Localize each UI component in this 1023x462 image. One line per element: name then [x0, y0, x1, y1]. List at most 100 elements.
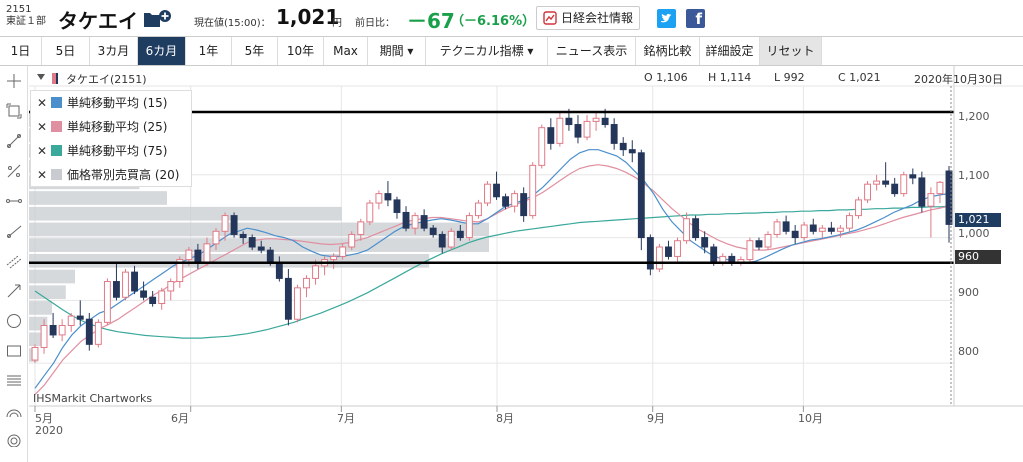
x-tick-oct: 10月 [798, 412, 823, 425]
crosshair-icon[interactable] [6, 73, 22, 89]
horizontal-segment-icon[interactable] [6, 193, 22, 209]
candle-body [538, 127, 546, 166]
candle-body [158, 290, 166, 305]
candle-body [257, 246, 265, 251]
spiral-icon[interactable] [6, 431, 22, 447]
quote-header: 2151 東証１部 タケエイ 現在値(15:00)： 1,021 円 前日比： … [0, 0, 1023, 36]
tab-5d[interactable]: 5日 [42, 37, 90, 65]
circle-icon[interactable] [6, 313, 22, 329]
detailed-settings-button[interactable]: 詳細設定 [700, 37, 760, 65]
y-tick-1200: 1,200 [958, 110, 990, 123]
twitter-bird-icon [661, 13, 672, 23]
candle-body [239, 233, 247, 239]
rectangle-icon[interactable] [6, 343, 22, 359]
candle-body [818, 227, 826, 232]
collapse-chevron-icon[interactable] [37, 74, 45, 80]
candle-body [384, 193, 392, 201]
current-price: 1,021 [276, 5, 340, 29]
sma25-swatch [51, 121, 62, 132]
candle-body [782, 221, 790, 232]
candle-body [610, 124, 618, 144]
legend-item-sma15: ✕ 単純移動平均 (15) [37, 95, 167, 111]
news-display-button[interactable]: ニュース表示 [548, 37, 636, 65]
period-dropdown[interactable]: 期間 ▾ [368, 37, 426, 65]
zoom-box-icon[interactable] [6, 103, 22, 119]
candle-body [293, 287, 301, 320]
tab-5y[interactable]: 5年 [232, 37, 278, 65]
remove-indicator-icon[interactable]: ✕ [37, 120, 48, 134]
tab-1d[interactable]: 1日 [0, 37, 42, 65]
percent-line-icon[interactable] [6, 163, 22, 179]
candle-body [493, 183, 500, 198]
tab-6m[interactable]: 6カ月 [138, 37, 186, 65]
fibonacci-icon[interactable] [6, 373, 22, 389]
candle-body [683, 218, 691, 242]
candle-body [411, 215, 419, 229]
trendline-icon[interactable] [6, 133, 22, 149]
legend-label: 単純移動平均 (15) [67, 96, 168, 110]
symbol-color-icon [52, 73, 58, 84]
candle-body [574, 124, 582, 138]
candle-body [131, 271, 138, 292]
add-portfolio-icon[interactable] [143, 9, 173, 29]
company-name: タケエイ [58, 9, 138, 33]
candle-body [348, 233, 356, 248]
candle-body [456, 230, 464, 239]
candle-body [882, 180, 890, 185]
technical-indicators-dropdown[interactable]: テクニカル指標 ▾ [426, 37, 548, 65]
sma25-line [34, 164, 950, 396]
period-tab-bar: 1日 5日 3カ月 6カ月 1年 5年 10年 Max 期間 ▾ テクニカル指標… [0, 36, 1023, 66]
candle-body [764, 233, 772, 248]
candle-body [366, 202, 374, 223]
tab-3m[interactable]: 3カ月 [90, 37, 138, 65]
ray-icon[interactable] [6, 223, 22, 239]
candle-body [692, 218, 700, 239]
legend-item-sma25: ✕ 単純移動平均 (25) [37, 119, 167, 135]
tab-max[interactable]: Max [324, 37, 368, 65]
arrow-icon[interactable] [6, 283, 22, 299]
candle-body [393, 199, 401, 213]
candle-body [927, 193, 935, 207]
legend-label: 単純移動平均 (25) [67, 120, 168, 134]
candle-body [420, 215, 428, 229]
twitter-share-icon[interactable] [657, 9, 676, 28]
x-tick-sep: 9月 [647, 412, 665, 425]
candle-body [556, 117, 564, 144]
candle-body [94, 321, 102, 345]
candle-body [592, 117, 600, 122]
line-price-tag: 960 [955, 250, 1001, 264]
candle-body [221, 215, 229, 232]
candle-body [140, 290, 148, 298]
tab-10y[interactable]: 10年 [278, 37, 324, 65]
remove-indicator-icon[interactable]: ✕ [37, 96, 48, 110]
candle-body [619, 142, 627, 151]
candle-body [755, 240, 763, 248]
candle-body [565, 117, 573, 126]
candle-body [628, 149, 636, 154]
tab-1y[interactable]: 1年 [186, 37, 232, 65]
candle-body [646, 237, 654, 270]
candle-body [275, 262, 283, 279]
ohlc-close: C 1,021 [838, 71, 881, 84]
nikkei-company-info-button[interactable]: 日経会社情報 [536, 6, 640, 30]
volume-profile-bar [29, 332, 43, 347]
stock-code: 2151 [6, 4, 32, 15]
candle-body [583, 120, 591, 138]
facebook-share-icon[interactable]: f [686, 9, 705, 28]
x-tick-jul: 7月 [337, 412, 355, 425]
remove-indicator-icon[interactable]: ✕ [37, 144, 48, 158]
channel-icon[interactable] [6, 253, 22, 269]
chart-symbol: タケエイ(2151) [66, 73, 147, 86]
candle-body [85, 318, 93, 345]
candle-body [212, 230, 220, 245]
candle-body [800, 224, 808, 239]
candle-body [176, 259, 184, 283]
sma75-line [34, 205, 950, 339]
volume-profile-bar [29, 222, 489, 237]
candle-body [918, 177, 926, 207]
candle-body [312, 265, 319, 279]
compare-stocks-button[interactable]: 銘柄比較 [636, 37, 700, 65]
arc-icon[interactable] [6, 403, 22, 419]
reset-button[interactable]: リセット [760, 37, 822, 65]
remove-indicator-icon[interactable]: ✕ [37, 168, 48, 182]
